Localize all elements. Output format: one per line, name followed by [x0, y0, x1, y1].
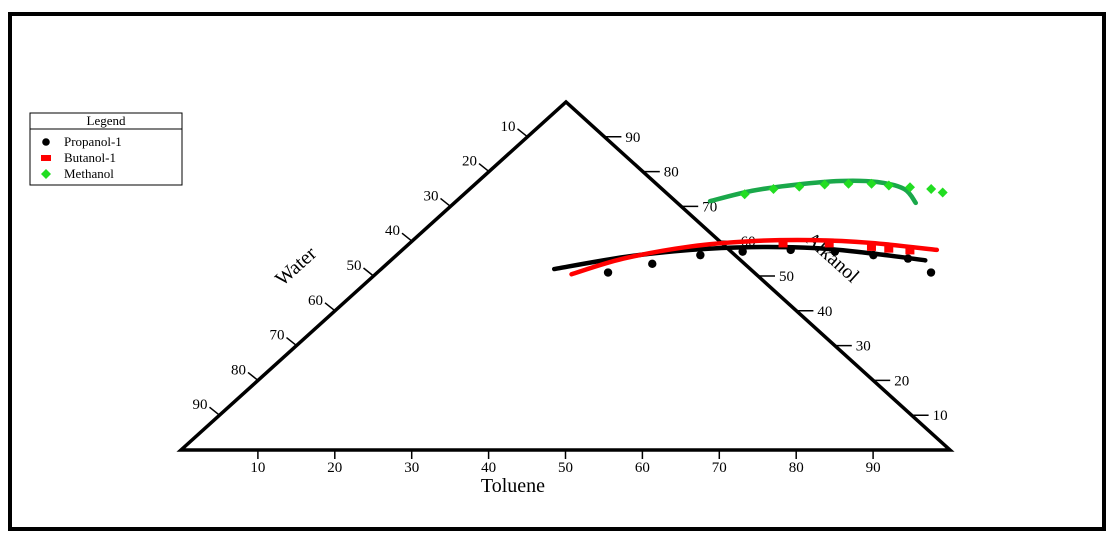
- data-point-butanol-1: [905, 245, 915, 255]
- left-tick-mark: [478, 163, 490, 173]
- data-point-butanol-1: [824, 238, 834, 248]
- data-point-propanol-1: [696, 250, 705, 260]
- left-tick-mark: [363, 267, 374, 277]
- data-point-propanol-1: [903, 254, 913, 263]
- legend-marker-butanol: [41, 155, 51, 161]
- series-butanol-1: [569, 237, 940, 277]
- right-tick-label: 90: [625, 130, 640, 146]
- data-point-methanol: [905, 182, 916, 193]
- right-tick-label: 10: [933, 408, 948, 424]
- bottom-tick-label: 60: [635, 460, 650, 476]
- bottom-tick-label: 30: [404, 460, 419, 476]
- left-tick-mark: [401, 232, 413, 242]
- data-point-methanol: [937, 187, 948, 198]
- data-point-propanol-1: [738, 247, 747, 256]
- legend-box: [29, 112, 183, 186]
- legend-label-methanol: Methanol: [64, 166, 114, 181]
- right-tick-label: 50: [779, 269, 794, 285]
- bottom-tick-label: 50: [558, 460, 573, 476]
- legend-label-propanol: Propanol-1: [64, 134, 122, 149]
- right-tick-label: 40: [817, 304, 832, 320]
- legend-marker-propanol: [42, 138, 50, 146]
- data-point-methanol: [883, 180, 894, 191]
- series-layer: [551, 178, 948, 277]
- left-tick-label: 20: [462, 154, 477, 170]
- data-point-butanol-1: [884, 243, 894, 253]
- legend-marker-methanol: [41, 169, 51, 179]
- data-point-methanol: [819, 179, 830, 190]
- left-tick-mark: [440, 197, 451, 207]
- right-tick-label: 30: [856, 339, 871, 355]
- series-methanol: [707, 178, 948, 206]
- right-tick-label: 80: [664, 165, 679, 181]
- legend-label-butanol: Butanol-1: [64, 150, 116, 165]
- left-tick-label: 70: [270, 328, 285, 344]
- bottom-tick-label: 40: [481, 460, 496, 476]
- data-point-propanol-1: [648, 259, 657, 269]
- bottom-axis-ticks: 10 20 30 40 50 60 70 80 90: [250, 450, 881, 476]
- data-point-propanol-1: [926, 268, 936, 277]
- data-point-propanol-1: [869, 250, 878, 260]
- bottom-tick-label: 20: [327, 460, 342, 476]
- bottom-tick-label: 80: [789, 460, 804, 476]
- data-point-methanol: [794, 181, 805, 192]
- series-curve-methanol: [707, 178, 918, 206]
- left-tick-mark: [286, 337, 297, 347]
- left-tick-label: 10: [501, 119, 516, 135]
- data-point-propanol-1: [786, 245, 795, 255]
- data-point-propanol-1: [830, 247, 840, 256]
- data-point-methanol: [926, 184, 937, 194]
- data-point-methanol: [843, 178, 854, 189]
- data-point-butanol-1: [778, 238, 788, 248]
- left-tick-label: 50: [347, 258, 362, 274]
- left-tick-label: 90: [193, 397, 208, 413]
- right-tick-label: 20: [894, 373, 909, 389]
- left-axis-ticks: 10 20 30 40 50 60 70 80 90: [193, 119, 528, 416]
- left-tick-label: 60: [308, 293, 323, 309]
- left-tick-mark: [324, 302, 336, 312]
- legend-title: Legend: [87, 113, 126, 128]
- left-tick-label: 40: [385, 223, 400, 239]
- bottom-tick-label: 70: [712, 460, 727, 476]
- bottom-tick-label: 10: [250, 460, 265, 476]
- chart-border: [8, 12, 1106, 531]
- legend: Legend Propanol-1 Butanol-1 Methanol: [29, 112, 183, 186]
- left-tick-mark: [209, 406, 220, 416]
- left-tick-label: 30: [424, 188, 439, 204]
- right-tick-label: 70: [702, 199, 717, 215]
- left-tick-mark: [517, 128, 528, 138]
- data-point-methanol: [768, 184, 779, 194]
- data-point-methanol: [866, 178, 877, 189]
- data-point-methanol: [739, 189, 750, 200]
- data-point-butanol-1: [866, 241, 876, 251]
- data-point-propanol-1: [603, 268, 613, 277]
- bottom-tick-label: 90: [866, 460, 881, 476]
- x-axis-label: Toluene: [481, 475, 545, 497]
- left-tick-label: 80: [231, 362, 246, 378]
- left-tick-mark: [247, 371, 259, 381]
